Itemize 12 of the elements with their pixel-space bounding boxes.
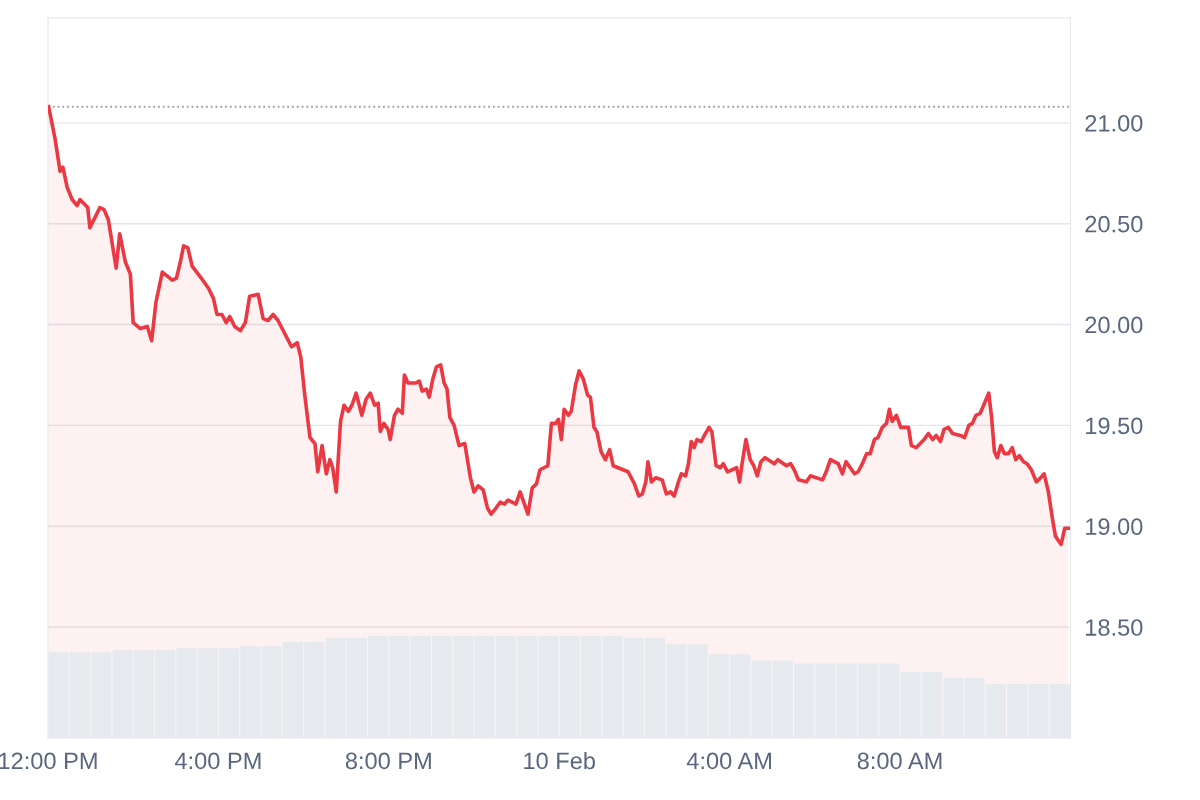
x-tick-label: 4:00 PM	[174, 752, 261, 770]
y-tick-label: 20.00	[1085, 316, 1143, 334]
x-tick-label: 12:00 PM	[0, 752, 97, 770]
x-tick-label: 4:00 AM	[686, 752, 771, 770]
y-tick-label: 19.00	[1086, 518, 1143, 536]
y-tick-label: 18.50	[1086, 619, 1143, 636]
y-tick-label: 21.00	[1085, 114, 1143, 132]
x-tick-label: 10 Feb	[524, 751, 595, 770]
x-tick-label: 8:00 PM	[345, 752, 431, 770]
x-tick-label: 8:00 AM	[857, 752, 942, 770]
y-tick-label: 20.50	[1085, 215, 1143, 233]
y-tick-label: 19.50	[1086, 417, 1143, 435]
